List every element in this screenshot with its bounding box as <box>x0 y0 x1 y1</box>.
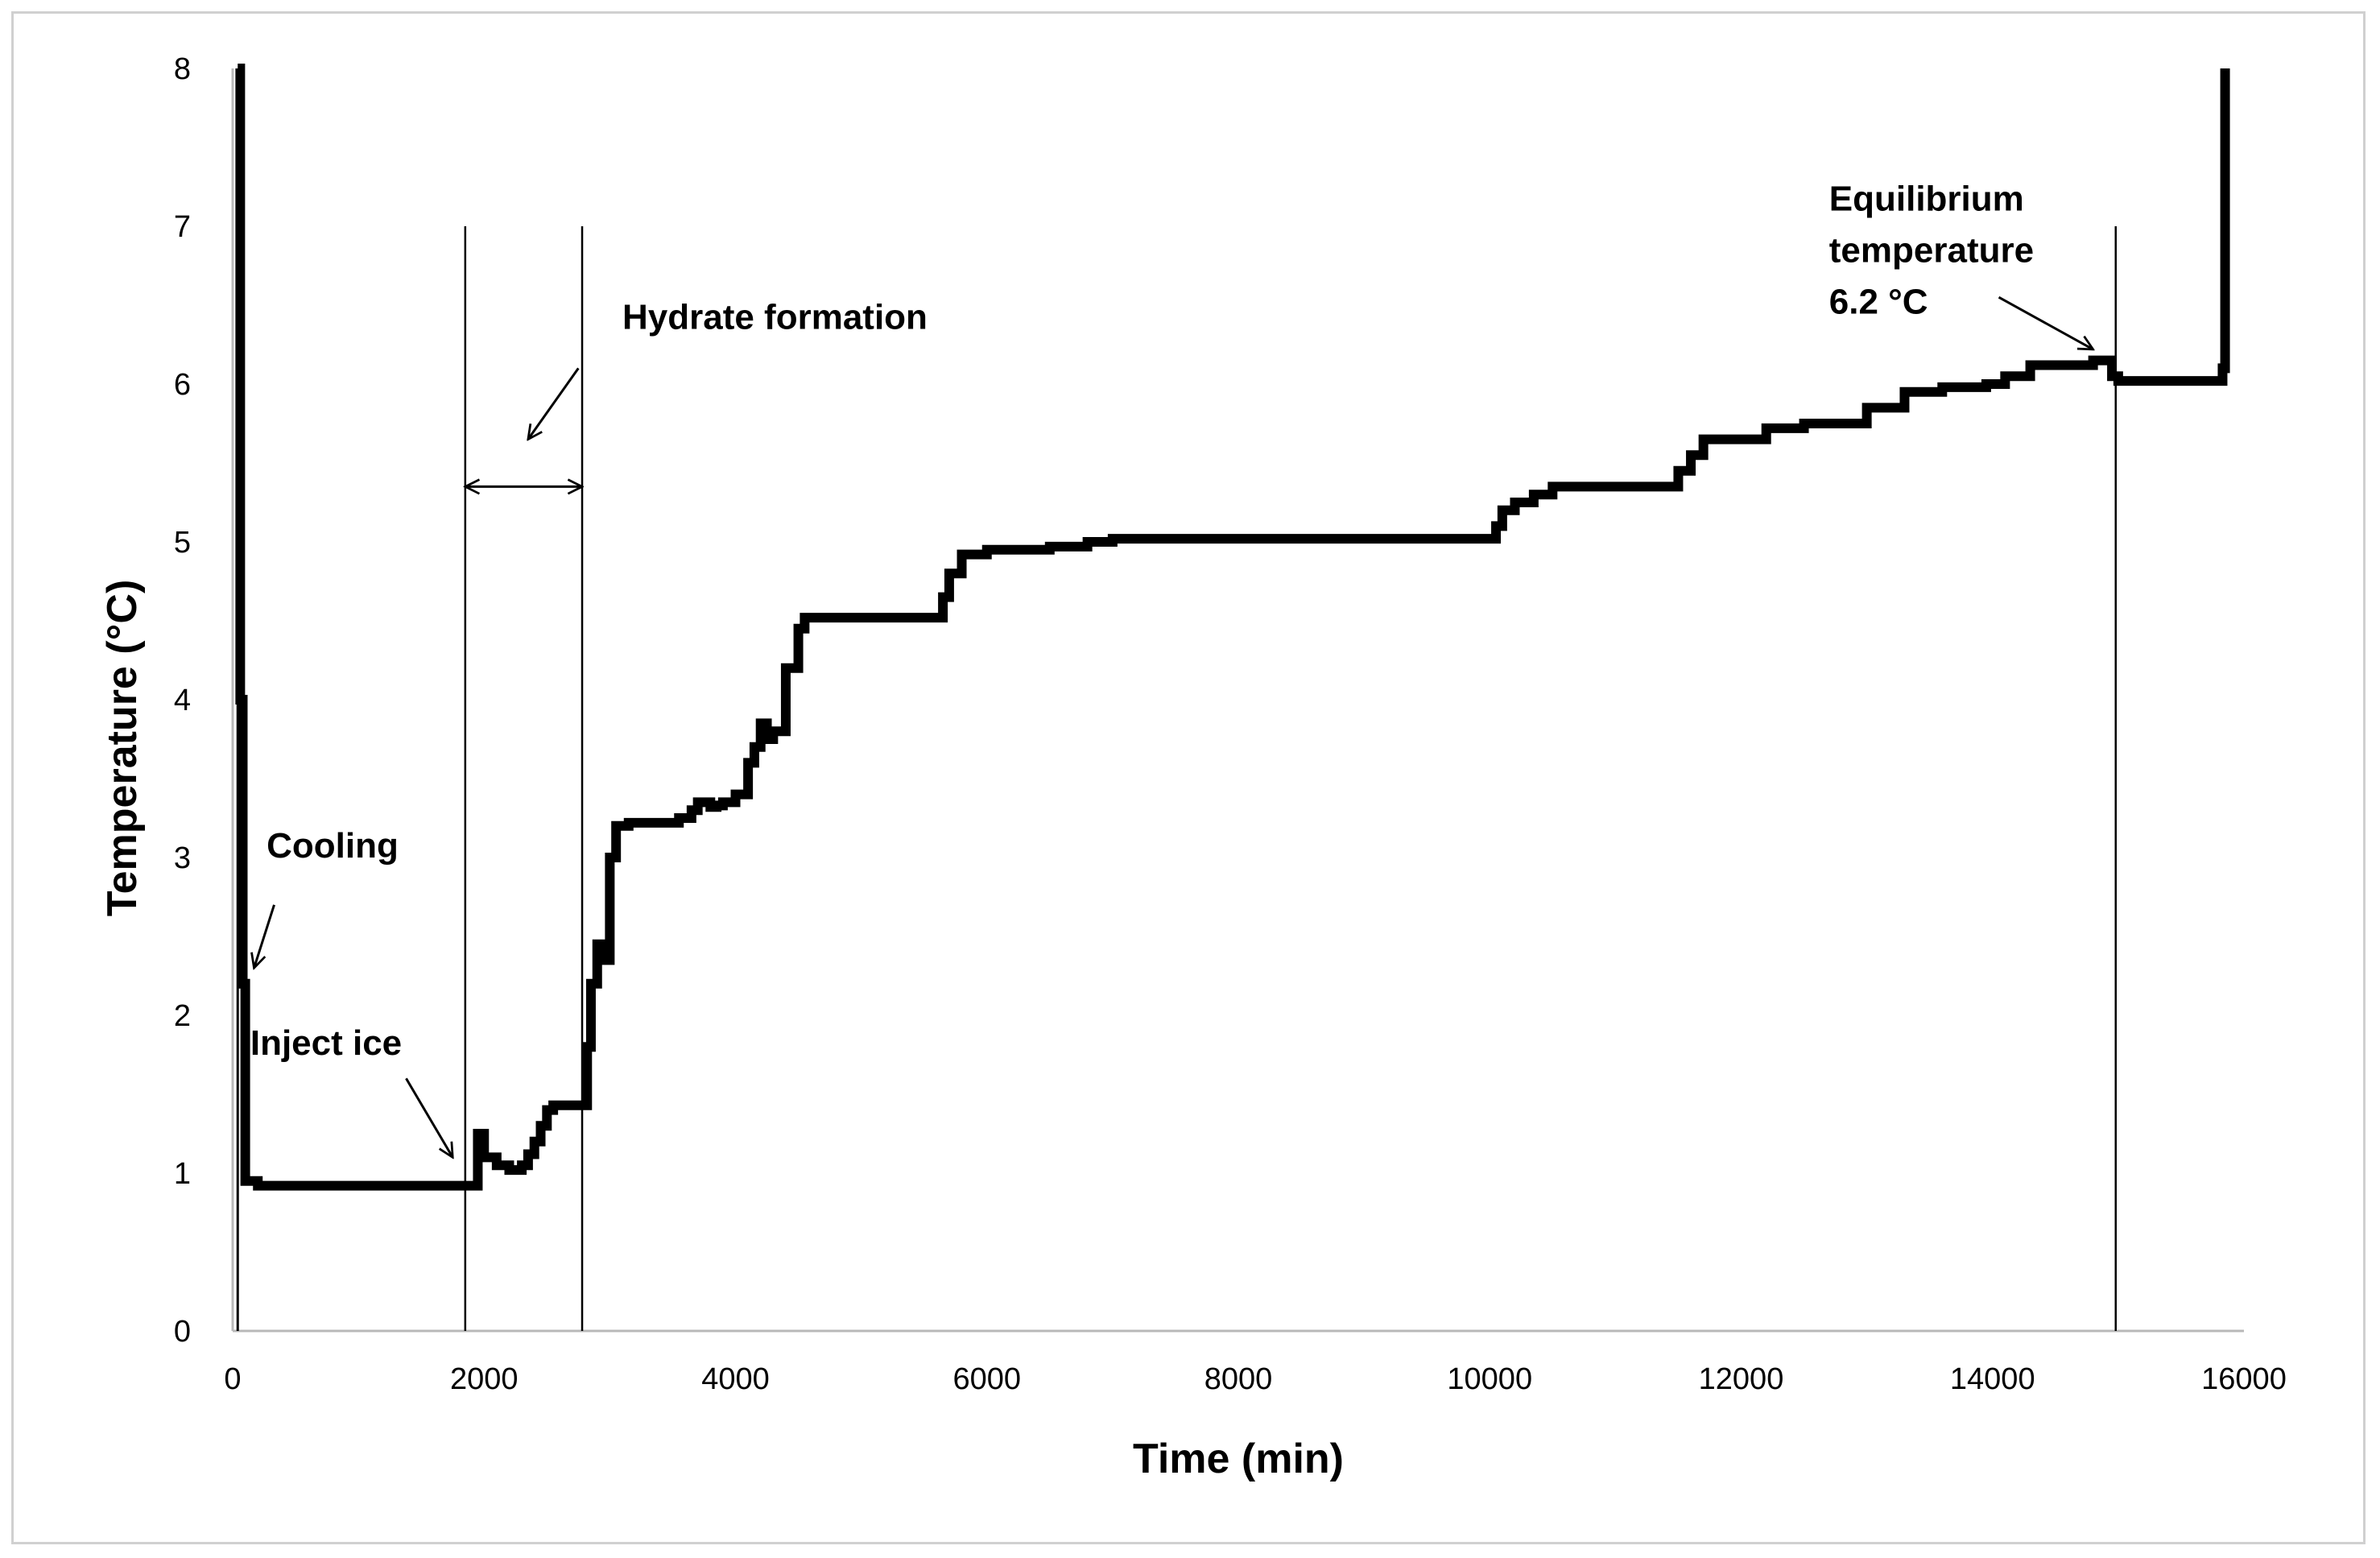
annotation-text: Inject ice <box>250 1023 402 1063</box>
x-axis-title: Time (min) <box>1133 1436 1344 1482</box>
x-tick-label: 12000 <box>1699 1362 1784 1396</box>
y-tick-label: 2 <box>174 999 191 1033</box>
x-tick-labels: 0 2000 4000 6000 8000 10000 12000 14000 16000 <box>224 1362 2286 1396</box>
y-tick-label: 6 <box>174 368 191 402</box>
annotation-arrow <box>1998 295 2093 349</box>
annotation-text: Equilibrium temperature 6.2 °C <box>1829 179 2034 321</box>
y-axis-title: Temperature (°C) <box>99 580 146 917</box>
y-tick-label: 1 <box>174 1157 191 1191</box>
series-group <box>235 64 2230 1331</box>
vertical-markers <box>464 226 2118 1331</box>
x-tick-label: 6000 <box>952 1362 1021 1396</box>
chart-frame: 0 2000 4000 6000 8000 10000 12000 14000 16000 0 1… <box>11 11 2366 1544</box>
y-tick-label: 4 <box>174 684 191 717</box>
annotation-arrow <box>254 904 275 968</box>
y-tick-label: 8 <box>174 52 191 86</box>
annotation-text: Cooling <box>267 826 399 866</box>
y-tick-label: 3 <box>174 841 191 875</box>
y-tick-labels: 0 1 2 3 4 5 6 7 8 <box>174 52 191 1349</box>
x-tick-label: 0 <box>224 1362 241 1396</box>
y-tick-label: 0 <box>174 1315 191 1349</box>
chart-area: 0 2000 4000 6000 8000 10000 12000 14000 16000 0 1… <box>99 52 2287 1482</box>
annotation-arrow <box>405 1077 452 1157</box>
x-tick-label: 8000 <box>1204 1362 1273 1396</box>
annotations: Hydrate formation Cooling Inject ice Equili… <box>250 179 2093 1157</box>
x-tick-label: 16000 <box>2201 1362 2287 1396</box>
y-tick-label: 7 <box>174 210 191 244</box>
x-tick-label: 4000 <box>701 1362 770 1396</box>
series-line <box>235 64 2230 1191</box>
annotation-arrow <box>528 367 580 439</box>
y-tick-label: 5 <box>174 526 191 560</box>
x-tick-label: 14000 <box>1950 1362 2035 1396</box>
axes <box>231 68 2244 1333</box>
x-tick-label: 2000 <box>450 1362 519 1396</box>
annotation-text: Hydrate formation <box>622 297 928 337</box>
x-tick-label: 10000 <box>1447 1362 1532 1396</box>
